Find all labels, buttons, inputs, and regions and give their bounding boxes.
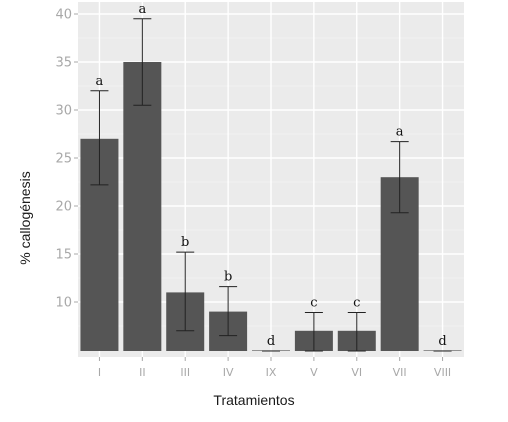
significance-label-II: a — [138, 2, 146, 17]
x-tick-label: VI — [351, 366, 362, 379]
x-tick-label: III — [180, 366, 190, 379]
y-axis-title: % callogénesis — [17, 171, 33, 264]
significance-label-VI: c — [353, 296, 360, 311]
x-tick-label: VIII — [434, 366, 451, 379]
x-axis-title: Tratamientos — [213, 392, 294, 408]
x-axis-ticks: I II III IV IX V VI VII VIII — [98, 357, 451, 379]
error-bar-III — [176, 251, 195, 332]
y-tick-label: 25 — [55, 152, 72, 167]
error-bar-I — [90, 90, 109, 186]
bar-II — [123, 62, 162, 351]
y-axis-ticks: 40 35 30 25 20 15 10 — [55, 8, 78, 311]
y-tick-label: 40 — [55, 8, 72, 23]
significance-label-VII: a — [396, 125, 404, 140]
error-bars — [90, 18, 452, 352]
significance-label-VIII: d — [438, 334, 446, 349]
x-tick-label: VII — [393, 366, 407, 379]
error-bar-VII — [390, 141, 409, 214]
y-tick-label: 20 — [55, 200, 72, 215]
significance-label-I: a — [96, 74, 104, 89]
significance-label-IV: b — [224, 270, 232, 285]
y-tick-label: 35 — [55, 56, 72, 71]
error-bar-IV — [219, 286, 238, 337]
x-tick-label: IV — [223, 366, 234, 379]
significance-label-IX: d — [267, 334, 275, 349]
x-tick-label: V — [310, 366, 318, 379]
significance-labels: a a b b d c c a d — [96, 2, 447, 349]
error-bar-V — [304, 312, 323, 352]
y-tick-label: 15 — [55, 248, 72, 263]
x-tick-label: II — [139, 366, 146, 379]
y-tick-label: 30 — [55, 104, 72, 119]
bars — [80, 62, 462, 351]
significance-label-V: c — [310, 296, 317, 311]
error-bar-VI — [347, 312, 366, 352]
y-tick-label: 10 — [55, 296, 72, 311]
error-bar-II — [133, 18, 152, 106]
x-tick-label: I — [98, 366, 101, 379]
significance-label-III: b — [181, 235, 189, 250]
x-tick-label: IX — [266, 366, 277, 379]
